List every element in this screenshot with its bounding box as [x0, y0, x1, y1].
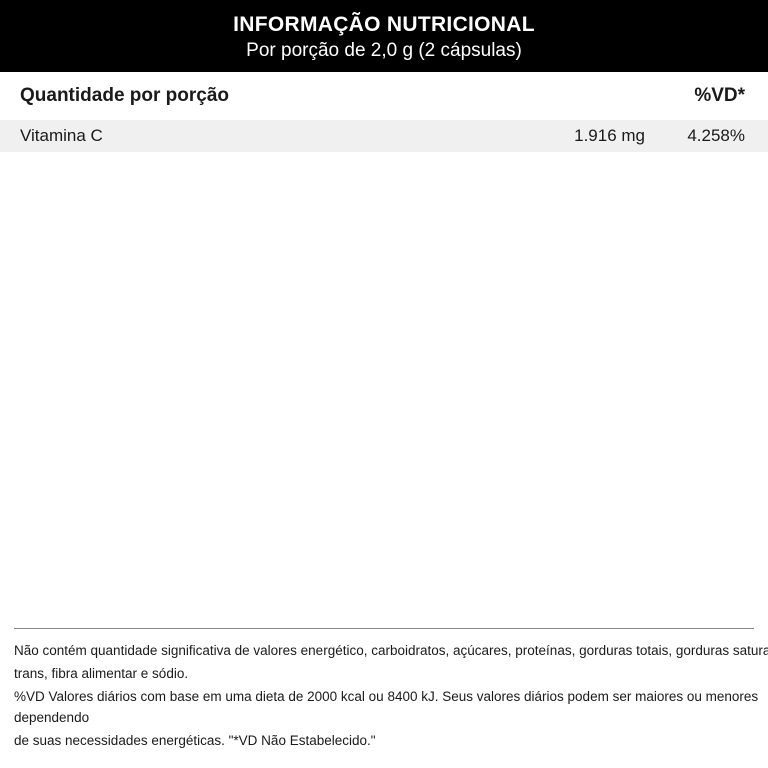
footer-note-daily-values-line1: %VD Valores diários com base em uma diet…	[14, 689, 762, 726]
nutrient-table: Quantidade por porção %VD* Vitamina C 1.…	[0, 72, 768, 152]
serving-size-text: Por porção de 2,0 g (2 cápsulas)	[246, 40, 522, 62]
nutrient-daily-value: 4.258%	[687, 126, 745, 145]
page-title: INFORMAÇÃO NUTRICIONAL	[233, 13, 535, 37]
label-blank-area	[0, 152, 768, 628]
table-row: Vitamina C 1.916 mg 4.258%	[0, 120, 768, 152]
footer-note-daily-values-line2: de suas necessidades energéticas. "*VD N…	[14, 733, 376, 749]
label-header-band: INFORMAÇÃO NUTRICIONAL Por porção de 2,0…	[0, 0, 768, 72]
footer-note-insignificant-amounts-line2: trans, fibra alimentar e sódio.	[14, 666, 189, 682]
column-header-daily-value: %VD*	[694, 85, 745, 106]
nutrient-name: Vitamina C	[20, 126, 103, 145]
nutrient-amount: 1.916 mg	[574, 126, 645, 145]
table-header-row: Quantidade por porção %VD*	[0, 72, 768, 120]
column-header-amount-per-serving: Quantidade por porção	[20, 85, 230, 106]
footer-note-insignificant-amounts-line1: Não contém quantidade significativa de v…	[14, 643, 768, 659]
label-footer: Não contém quantidade significativa de v…	[0, 628, 768, 768]
footer-divider	[14, 628, 754, 630]
